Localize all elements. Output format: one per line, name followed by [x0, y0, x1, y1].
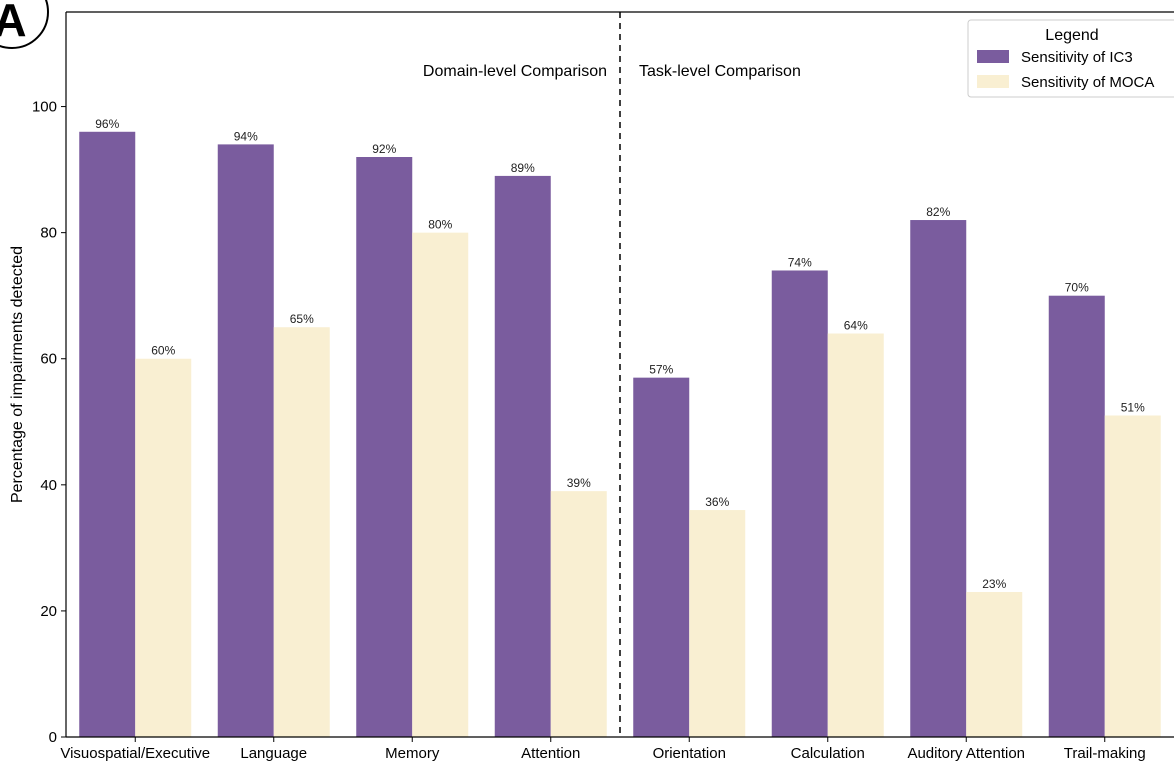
bar-ic3-1 [217, 144, 274, 737]
legend-label-ic3: Sensitivity of IC3 [1021, 49, 1133, 66]
data-label-moca-5: 64% [844, 319, 868, 333]
bars-group [79, 131, 1161, 738]
bar-ic3-0 [79, 131, 136, 737]
legend-box [967, 19, 1174, 98]
data-labels-group: 96% 60% 94% 65% 92% 80% 89% 39% 57% 36% 74% 64% 82% 2… [95, 117, 1145, 591]
bar-ic3-5 [771, 270, 828, 737]
bar-moca-1 [273, 327, 330, 737]
legend-label-moca: Sensitivity of MOCA [1021, 74, 1154, 91]
y-tick-label-1: 20 [40, 603, 57, 620]
y-tick-label-2: 40 [40, 477, 57, 494]
bar-moca-7 [1104, 415, 1161, 737]
data-label-ic3-3: 89% [511, 161, 535, 175]
data-label-ic3-5: 74% [788, 255, 812, 269]
bar-moca-5 [827, 333, 884, 737]
section-label-domain: Domain-level Comparison [423, 63, 607, 80]
data-label-moca-3: 39% [567, 476, 591, 490]
bar-ic3-2 [356, 157, 413, 737]
bar-moca-2 [412, 232, 469, 737]
data-label-moca-6: 23% [982, 577, 1006, 591]
bar-ic3-6 [910, 220, 967, 738]
panel-label-badge: A [0, 0, 49, 49]
y-tick-label-5: 100 [32, 99, 57, 116]
y-tick-label-4: 80 [40, 225, 57, 242]
x-tick-label-5: Calculation [791, 745, 865, 761]
x-tick-label-0: Visuospatial/Executive [60, 745, 210, 761]
y-tick-label-3: 60 [40, 351, 57, 368]
bar-ic3-3 [494, 175, 551, 737]
legend-swatch-ic3 [977, 50, 1009, 63]
data-label-moca-1: 65% [290, 312, 314, 326]
data-label-ic3-7: 70% [1065, 281, 1089, 295]
x-tick-label-7: Trail-making [1064, 745, 1146, 761]
bar-ic3-4 [633, 377, 690, 737]
bar-moca-3 [550, 491, 607, 737]
x-tick-label-6: Auditory Attention [907, 745, 1025, 761]
bar-moca-6 [966, 592, 1023, 737]
legend-title: Legend [1045, 27, 1098, 44]
data-label-moca-7: 51% [1121, 400, 1145, 414]
data-label-ic3-0: 96% [95, 117, 119, 131]
data-label-ic3-4: 57% [649, 363, 673, 377]
data-label-moca-4: 36% [705, 495, 729, 509]
panel-label-circle [0, 0, 49, 49]
data-label-ic3-6: 82% [926, 205, 950, 219]
bar-moca-4 [689, 510, 746, 737]
data-label-ic3-2: 92% [372, 142, 396, 156]
section-label-task: Task-level Comparison [639, 63, 801, 80]
y-axis-title: Percentage of impairments detected [9, 246, 26, 503]
y-tick-label-0: 0 [49, 729, 57, 746]
legend-swatch-moca [977, 75, 1009, 88]
axes-group: Visuospatial/Executive Language Memory Atte… [9, 11, 1174, 761]
x-tick-label-1: Language [240, 745, 307, 761]
data-label-moca-2: 80% [428, 218, 452, 232]
panel-label: A [0, 0, 27, 46]
x-tick-label-3: Attention [521, 745, 580, 761]
legend: Legend Sensitivity of IC3 Sensitivity of… [967, 19, 1174, 98]
data-label-ic3-1: 94% [234, 129, 258, 143]
data-label-moca-0: 60% [151, 344, 175, 358]
bar-ic3-7 [1048, 295, 1105, 737]
bar-moca-0 [135, 358, 192, 737]
x-tick-label-4: Orientation [653, 745, 726, 761]
x-tick-label-2: Memory [385, 745, 440, 761]
